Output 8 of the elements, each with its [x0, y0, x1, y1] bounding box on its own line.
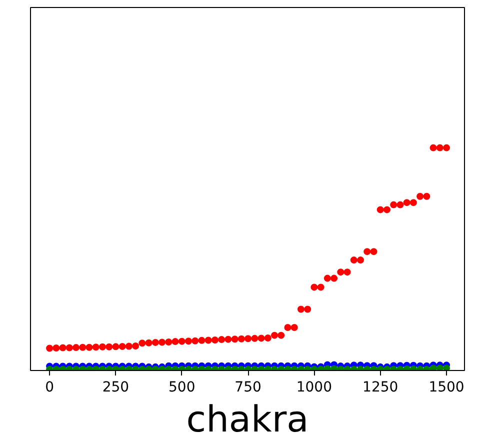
x-axis-title: chakra [186, 400, 309, 440]
x-tick-label: 750 [234, 380, 262, 396]
x-tick-label: 1500 [428, 380, 464, 396]
x-tick-label: 1000 [296, 380, 332, 396]
x-tick-label: 0 [45, 380, 54, 396]
x-tick-label: 1250 [362, 380, 398, 396]
x-tick-label: 500 [168, 380, 196, 396]
x-tick-label: 250 [102, 380, 130, 396]
